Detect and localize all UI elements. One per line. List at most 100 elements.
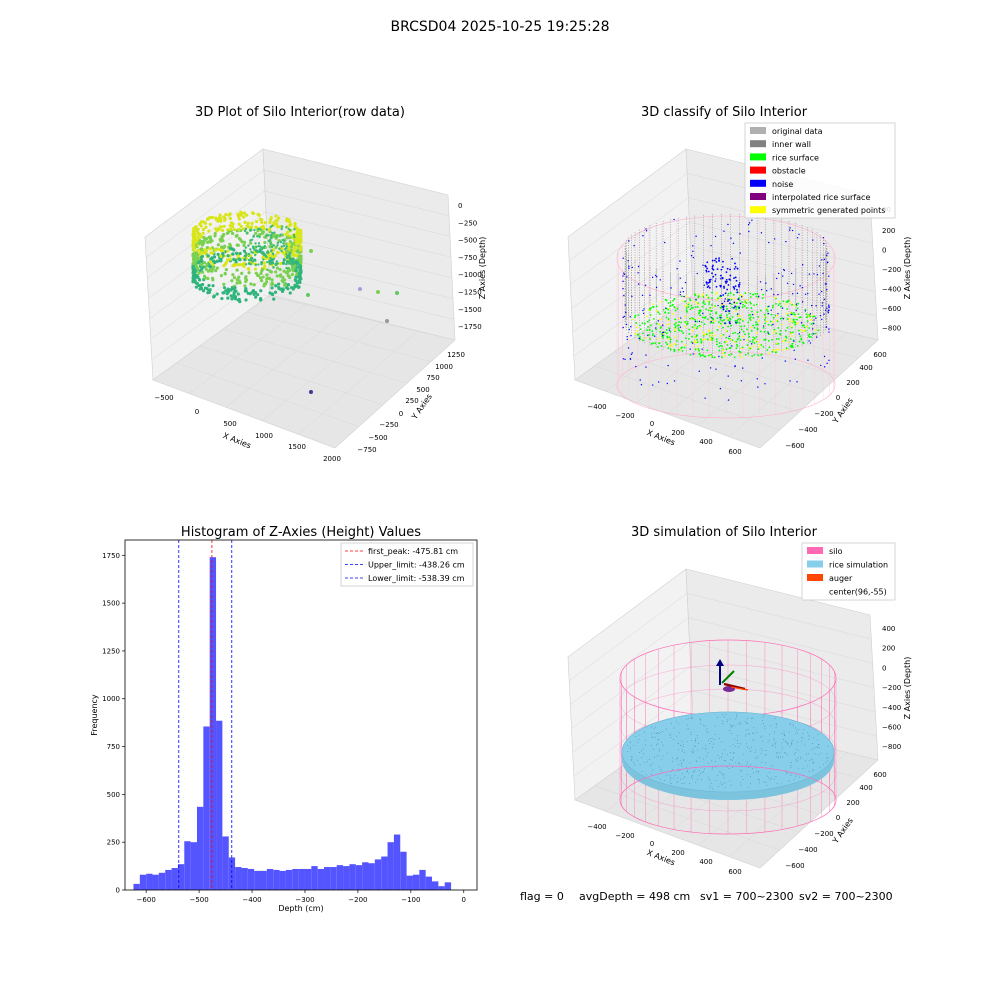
- rice-surface-point: [789, 312, 792, 314]
- scatter-point: [270, 245, 274, 249]
- rice-surface-point: [652, 342, 654, 345]
- rice-surface-point: [725, 336, 728, 339]
- simulation-geometry: [619, 639, 837, 835]
- rice-mesh-point: [727, 754, 728, 756]
- scatter-point: [239, 238, 243, 242]
- rice-mesh-point: [658, 754, 660, 756]
- rice-surface-point: [766, 349, 769, 351]
- scatter-point: [229, 294, 233, 298]
- rice-mesh-point: [784, 740, 786, 742]
- rice-surface-point: [650, 343, 653, 345]
- noise-point: [796, 381, 798, 383]
- scatter-point: [309, 390, 313, 394]
- rice-surface-point: [710, 309, 712, 312]
- legend-swatch: [807, 547, 823, 554]
- rice-surface-point: [697, 296, 700, 299]
- grid-line: [573, 270, 692, 357]
- scatter-point: [234, 258, 238, 262]
- scatter-point: [205, 217, 210, 221]
- rice-mesh-point: [765, 750, 767, 751]
- rice-surface-point: [745, 306, 748, 309]
- rice-mesh-point: [814, 753, 816, 755]
- rice-mesh-point: [778, 757, 780, 759]
- rice-surface-point: [766, 310, 769, 313]
- rice-surface-point: [785, 347, 788, 350]
- scatter-point: [228, 244, 233, 248]
- scatter-point: [260, 251, 263, 254]
- rice-surface-point: [726, 317, 728, 320]
- noise-point: [757, 386, 759, 388]
- rice-mesh-point: [641, 770, 643, 772]
- rice-surface-point: [678, 317, 681, 320]
- noise-point: [724, 298, 726, 300]
- scatter-point: [216, 259, 221, 263]
- y-tick-label: 500: [416, 386, 429, 394]
- noise-point: [647, 334, 649, 336]
- scatter-point: [242, 240, 247, 244]
- grid-line: [691, 690, 877, 737]
- noise-point: [723, 300, 726, 303]
- x-tick-label: −500: [189, 896, 208, 904]
- rice-mesh-point: [709, 788, 711, 790]
- rice-mesh-point: [770, 765, 772, 767]
- rice-surface-point: [771, 350, 774, 353]
- legend-swatch: [750, 193, 766, 200]
- grid-line: [574, 294, 694, 381]
- rice-mesh-point: [722, 714, 724, 716]
- scatter-point: [211, 276, 215, 280]
- histogram-bar: [285, 869, 293, 890]
- legend-label: inner wall: [772, 140, 811, 149]
- noise-point: [784, 360, 787, 362]
- rice-mesh-point: [775, 776, 777, 777]
- rice-surface-point: [684, 300, 687, 303]
- rice-mesh-point: [767, 741, 769, 743]
- histogram-bar: [171, 868, 178, 890]
- scatter-point: [250, 225, 254, 229]
- scatter-point: [226, 254, 230, 258]
- rice-surface-point: [650, 324, 652, 327]
- rice-surface-point: [668, 307, 671, 310]
- rice-mesh-point: [649, 764, 651, 766]
- rice-surface-point: [674, 326, 677, 329]
- rice-surface-point: [726, 344, 729, 346]
- z-tick-label: −1250: [458, 289, 482, 297]
- noise-point: [639, 379, 641, 381]
- rice-mesh-point: [731, 766, 733, 768]
- rice-surface-point: [808, 333, 811, 336]
- x-tick-label: −100: [401, 896, 420, 904]
- scatter-point: [213, 260, 217, 265]
- rice-mesh-point: [799, 756, 801, 758]
- scatter-point: [219, 254, 223, 258]
- rice-surface-point: [704, 355, 707, 358]
- scatter-point: [309, 249, 313, 253]
- scatter-point: [282, 269, 286, 273]
- noise-point: [733, 286, 735, 289]
- rice-surface-point: [762, 293, 764, 296]
- rice-surface-point: [697, 347, 700, 350]
- scatter-point: [206, 254, 210, 258]
- rice-surface-point: [651, 330, 654, 333]
- scatter-point: [290, 272, 294, 277]
- rice-surface-point: [740, 347, 743, 350]
- z-tick-label: −400: [882, 286, 901, 294]
- scatter-point: [222, 224, 226, 228]
- rice-mesh-point: [697, 779, 699, 780]
- noise-point: [654, 274, 657, 277]
- rice-mesh-point: [791, 741, 793, 743]
- z-tick-label: −1750: [458, 323, 482, 331]
- scatter-point: [280, 247, 284, 251]
- rice-surface-point: [814, 329, 817, 331]
- scatter-point: [292, 257, 295, 261]
- rice-surface-point: [794, 315, 797, 318]
- rice-surface-point: [807, 335, 810, 337]
- noise-point: [727, 223, 729, 226]
- noise-point: [664, 241, 666, 244]
- noise-point: [725, 310, 727, 313]
- scatter-point: [287, 247, 291, 251]
- rice-surface-point: [683, 346, 686, 349]
- noise-point: [722, 308, 725, 311]
- z-ticks-raw: 0−250−500−750−1000−1250−1500−1750: [458, 202, 482, 331]
- rice-surface-point: [687, 302, 690, 305]
- rice-surface-point: [753, 342, 756, 344]
- scatter-point: [256, 274, 260, 278]
